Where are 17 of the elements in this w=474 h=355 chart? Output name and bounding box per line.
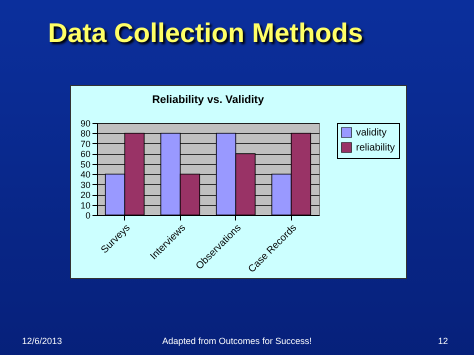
text: 12 xyxy=(438,336,448,346)
y-tick-label: 30 xyxy=(80,180,90,190)
y-tick-label: 0 xyxy=(85,210,90,220)
y-tick-label: 70 xyxy=(80,138,90,149)
chart-subtitle: Reliability vs. Validity xyxy=(152,94,265,106)
legend-label: reliability xyxy=(356,142,395,154)
text: 12/6/2013 xyxy=(22,336,62,346)
y-tick-label: 50 xyxy=(80,159,90,170)
y-tick-label: 10 xyxy=(80,200,90,210)
y-tick-label: 90 xyxy=(80,118,90,128)
text: Adapted from Outcomes for Success! xyxy=(162,336,312,346)
y-tick-label: 40 xyxy=(80,170,90,180)
y-tick-label: 20 xyxy=(80,190,90,200)
legend-label: validity xyxy=(356,128,387,138)
chart-title: Data Collection Methods xyxy=(48,18,364,49)
y-tick-label: 60 xyxy=(80,149,90,160)
y-tick-label: 80 xyxy=(80,128,90,139)
